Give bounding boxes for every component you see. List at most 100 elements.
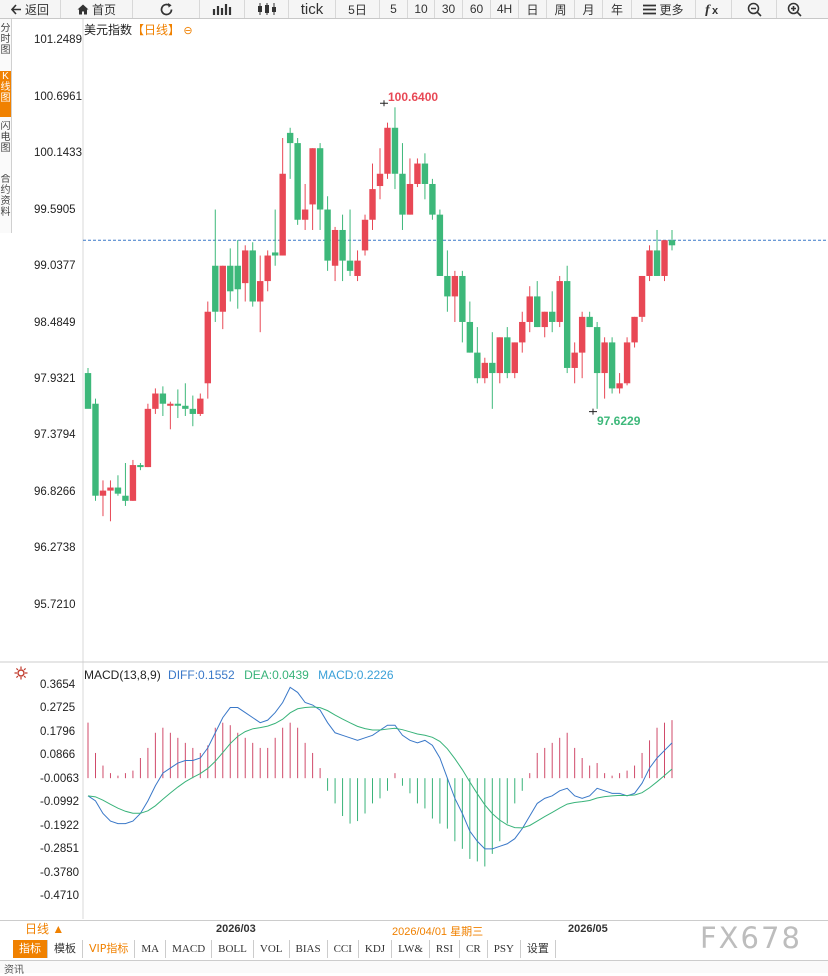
- ind-bias[interactable]: BIAS: [290, 940, 328, 958]
- ind-settings[interactable]: 设置: [521, 940, 556, 958]
- period-year-button[interactable]: 年: [603, 0, 632, 18]
- date-label-may: 2026/05: [568, 923, 608, 935]
- period-day-button[interactable]: 日: [519, 0, 547, 18]
- sidebar-tab-kline[interactable]: K线图: [0, 71, 11, 117]
- sidebar-tab-timeshare[interactable]: 分时图: [0, 23, 11, 56]
- candle-body: [294, 143, 301, 220]
- candle-body: [197, 398, 204, 414]
- candle-body: [182, 405, 189, 409]
- price-tick-label: 98.4849: [34, 316, 76, 329]
- candle-body: [451, 275, 459, 297]
- period-30m-button[interactable]: 30: [435, 0, 463, 18]
- period-5d-button[interactable]: 5日: [336, 0, 380, 18]
- candle-body: [616, 383, 623, 389]
- ind-tab-vip[interactable]: VIP指标: [83, 940, 136, 958]
- candle-body: [526, 296, 533, 322]
- candle-body: [144, 408, 152, 468]
- period-week-button[interactable]: 周: [547, 0, 575, 18]
- candle-body: [511, 342, 518, 374]
- candle-body: [264, 255, 271, 282]
- macd-header: MACD(13,8,9) DIFF:0.1552 DEA:0.0439 MACD…: [84, 668, 394, 682]
- price-tick-label: 100.1433: [34, 147, 82, 159]
- ind-cr[interactable]: CR: [460, 940, 488, 958]
- ind-cci[interactable]: CCI: [328, 940, 359, 958]
- candle-body: [129, 465, 137, 501]
- candle-body: [661, 240, 668, 276]
- ind-tab-templates[interactable]: 模板: [48, 940, 83, 958]
- macd-diff-value: DIFF:0.1552: [168, 668, 235, 682]
- ind-rsi[interactable]: RSI: [430, 940, 461, 958]
- candlestick-button[interactable]: [245, 0, 289, 18]
- zoom-in-button[interactable]: [777, 0, 811, 18]
- candle-body: [309, 148, 316, 205]
- candle-body: [608, 342, 616, 389]
- period-60m-button[interactable]: 60: [463, 0, 491, 18]
- candle-body: [137, 465, 144, 468]
- macd-settings-icon[interactable]: [14, 666, 28, 680]
- ind-ma[interactable]: MA: [135, 940, 167, 958]
- chart-title: 美元指数【日线】 ⊖: [84, 21, 193, 38]
- period-dropdown[interactable]: 日线 ▲: [25, 922, 65, 936]
- ind-vol[interactable]: VOL: [254, 940, 290, 958]
- price-tick-label: 101.2489: [34, 34, 82, 46]
- candle-body: [189, 408, 197, 414]
- macd-value: MACD:0.2226: [318, 668, 394, 682]
- price-chart[interactable]: [0, 19, 828, 919]
- bar-chart-button[interactable]: [200, 0, 245, 18]
- ind-psy[interactable]: PSY: [488, 940, 521, 958]
- chart-type-sidebar: 分时图 K线图 闪电图 合约资料: [0, 19, 12, 233]
- home-button[interactable]: 首页: [61, 0, 133, 18]
- candle-body: [92, 403, 99, 496]
- period-10m-button[interactable]: 10: [408, 0, 435, 18]
- candle-body: [331, 229, 339, 266]
- svg-text:f: f: [705, 3, 711, 16]
- footer-tab[interactable]: 资讯: [0, 960, 828, 976]
- candle-body: [324, 209, 331, 261]
- ind-boll[interactable]: BOLL: [212, 940, 254, 958]
- more-button[interactable]: 更多: [632, 0, 696, 18]
- indicator-bar: 指标 模板 VIP指标 MA MACD BOLL VOL BIAS CCI KD…: [13, 940, 556, 958]
- period-month-button[interactable]: 月: [575, 0, 603, 18]
- high-annotation: 100.6400: [388, 90, 439, 104]
- candle-body: [376, 173, 384, 187]
- tick-button[interactable]: tick: [289, 0, 336, 18]
- settings-circle-icon[interactable]: ⊖: [183, 25, 193, 37]
- price-tick-label: 97.9321: [34, 373, 76, 385]
- macd-dea-value: DEA:0.0439: [244, 668, 309, 682]
- candle-body: [638, 275, 646, 317]
- candle-body: [122, 495, 129, 501]
- period-4h-button[interactable]: 4H: [491, 0, 519, 18]
- candle-body: [593, 327, 601, 374]
- candle-body: [481, 362, 489, 379]
- sidebar-tab-contract-info[interactable]: 合约资料: [0, 174, 11, 218]
- macd-tick-label: -0.4710: [40, 890, 80, 902]
- candle-body: [466, 321, 474, 353]
- ind-macd[interactable]: MACD: [166, 940, 213, 958]
- candle-body: [421, 163, 429, 184]
- candle-body: [489, 362, 496, 374]
- macd-tick-label: 0.3654: [40, 679, 76, 691]
- candle-body: [249, 250, 256, 302]
- macd-dea-line: [87, 706, 673, 829]
- candle-body: [219, 265, 226, 312]
- candle-body: [571, 352, 578, 368]
- candle-body: [167, 403, 174, 406]
- zoom-out-icon: [747, 2, 762, 17]
- watermark-logo: FX678: [700, 921, 802, 955]
- period-5m-button[interactable]: 5: [380, 0, 408, 18]
- candlestick-icon: [257, 2, 277, 16]
- ind-tab-indicators[interactable]: 指标: [13, 940, 48, 958]
- candle-body: [474, 352, 481, 379]
- back-button[interactable]: 返回: [0, 0, 61, 18]
- ind-kdj[interactable]: KDJ: [359, 940, 393, 958]
- bar-chart-icon: [212, 2, 232, 16]
- price-tick-label: 95.7210: [34, 599, 76, 611]
- sidebar-tab-flash[interactable]: 闪电图: [0, 121, 11, 154]
- refresh-button[interactable]: [133, 0, 200, 18]
- zoom-out-button[interactable]: [732, 0, 777, 18]
- refresh-icon: [159, 2, 174, 17]
- ind-lw[interactable]: LW&: [392, 940, 430, 958]
- candle-body: [563, 281, 571, 368]
- candle-body: [504, 337, 511, 374]
